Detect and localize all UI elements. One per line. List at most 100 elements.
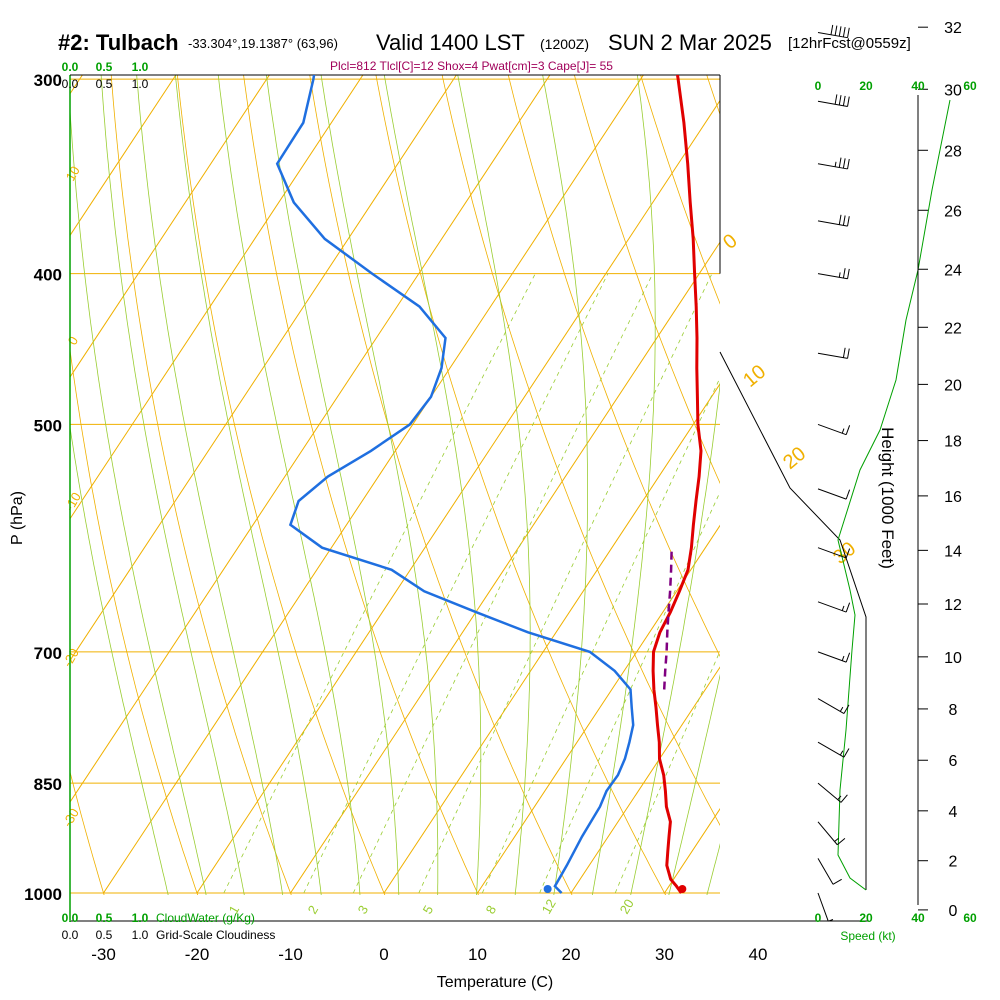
wind-panel <box>817 24 951 922</box>
wind-barb-flag <box>847 348 850 359</box>
temperature-tick-label: 0 <box>379 945 388 964</box>
wind-barb-flag <box>836 837 846 846</box>
moist-adiabat <box>736 0 1000 926</box>
cloudiness-label: Grid-Scale Cloudiness <box>156 928 275 942</box>
cloudwater-tick-top: 0.0 <box>62 60 79 74</box>
cloudiness-tick-top: 1.0 <box>132 77 149 91</box>
mixing-ratio-label: 12 <box>539 896 559 916</box>
wind-barb <box>817 601 851 613</box>
axes: 2503004005007008501000-30-20-10010203040… <box>9 71 868 991</box>
isotherm <box>70 75 457 662</box>
dry-adiabat <box>110 75 292 895</box>
pressure-tick-label: 300 <box>34 71 62 90</box>
wind-barb-half-flag <box>841 605 845 611</box>
dry-adiabat <box>309 75 573 895</box>
temperature-tick-label: -30 <box>91 945 116 964</box>
isotherm <box>290 241 720 894</box>
speed-tick-label-bottom: 0 <box>815 911 822 925</box>
wind-barb-flag <box>843 748 850 758</box>
x-axis-label: Temperature (C) <box>437 974 553 991</box>
speed-tick-label-top: 40 <box>911 79 925 93</box>
wind-barb-flag <box>842 215 846 226</box>
moist-adiabat <box>591 75 656 895</box>
wind-barb <box>817 214 850 227</box>
wind-barb-staff <box>817 892 829 922</box>
station-coordinates: -33.304°,19.1387° (63,96) <box>188 36 338 51</box>
wind-barb-flag <box>838 26 842 37</box>
mixing-ratio-line <box>352 273 654 894</box>
wind-barb <box>817 488 851 500</box>
height-tick-label: 16 <box>944 489 962 506</box>
height-tick-label: 22 <box>944 320 962 337</box>
cloudiness-tick-top: 0.5 <box>96 77 113 91</box>
mixing-ratio-label: 3 <box>355 903 372 917</box>
cloudwater-tick-bottom: 0.0 <box>62 911 79 925</box>
dry-adiabat <box>375 75 667 895</box>
cloudiness-tick-bottom: 0.5 <box>96 928 113 942</box>
run-time: (1200Z) <box>540 36 590 52</box>
sounding-profiles <box>275 75 703 894</box>
speed-tick-label-top: 20 <box>859 79 873 93</box>
mixing-ratio-label: 8 <box>483 903 500 917</box>
wind-barb-flag <box>842 95 846 106</box>
wind-barb-flag <box>847 268 850 279</box>
temperature-tick-label: -10 <box>278 945 303 964</box>
temperature-tick-label: 40 <box>749 945 768 964</box>
wind-barb-flag <box>845 652 851 663</box>
dewpoint-profile <box>275 75 635 894</box>
dry-adiabat <box>70 770 105 895</box>
wind-barb-staff <box>817 782 842 803</box>
wind-barb <box>817 698 850 714</box>
mixing-ratio-line <box>303 273 609 894</box>
pressure-tick-label: 500 <box>34 416 62 435</box>
height-tick-label: 6 <box>949 753 958 770</box>
dry-adiabat <box>0 0 19 926</box>
speed-tick-label-bottom: 20 <box>859 911 873 925</box>
wind-barb-half-flag <box>839 750 844 756</box>
dry-adiabat <box>974 0 1000 926</box>
height-tick-label: 18 <box>944 434 962 451</box>
valid-time: Valid 1400 LST <box>376 30 525 55</box>
wind-barb-staff <box>817 547 847 559</box>
wind-barb-flag <box>842 268 846 279</box>
height-tick-label: 32 <box>944 20 962 37</box>
stability-indices: Plcl=812 Tlcl[C]=12 Shox=4 Pwat[cm]=3 Ca… <box>330 59 613 73</box>
dry-adiabat-label: 10 <box>63 163 83 183</box>
parcel-path <box>662 547 673 690</box>
wind-barb-staff <box>817 100 848 107</box>
height-tick-label: 20 <box>944 377 962 394</box>
isotherm <box>477 524 720 894</box>
wind-barb-flag <box>847 96 850 107</box>
isotherm <box>70 75 177 237</box>
pressure-tick-label: 700 <box>34 644 62 663</box>
isotherm <box>103 75 644 894</box>
wind-barb <box>817 821 846 846</box>
dry-adiabat-label: 10 <box>739 361 770 392</box>
cloudwater-tick-top: 0.5 <box>96 60 113 74</box>
pressure-tick-label: 1000 <box>24 885 62 904</box>
wind-barb <box>817 782 848 803</box>
wind-barb-flag <box>838 214 842 225</box>
speed-tick-label-bottom: 60 <box>963 911 977 925</box>
height-tick-label: 10 <box>944 650 962 667</box>
dry-adiabat <box>725 0 1000 926</box>
moist-adiabat <box>320 75 439 895</box>
wind-barb-flag <box>834 25 838 36</box>
temperature-tick-label: -20 <box>185 945 210 964</box>
pressure-tick-label: 400 <box>34 266 62 285</box>
dry-adiabat <box>70 347 199 895</box>
cloudwater-tick-bottom: 1.0 <box>132 911 149 925</box>
speed-tick-label-top: 60 <box>963 79 977 93</box>
surface-dewpoint-marker <box>543 885 552 893</box>
wind-barb-staff <box>817 651 847 663</box>
wind-barb-flag <box>838 157 842 168</box>
wind-barb-flag <box>845 425 851 435</box>
wind-barb-flag <box>845 602 851 613</box>
wind-barb <box>817 741 850 758</box>
dry-adiabat <box>912 0 1000 926</box>
moist-adiabat <box>70 424 169 895</box>
temperature-tick-label: 30 <box>655 945 674 964</box>
dry-adiabat <box>243 75 479 895</box>
height-tick-label: 8 <box>949 702 958 719</box>
